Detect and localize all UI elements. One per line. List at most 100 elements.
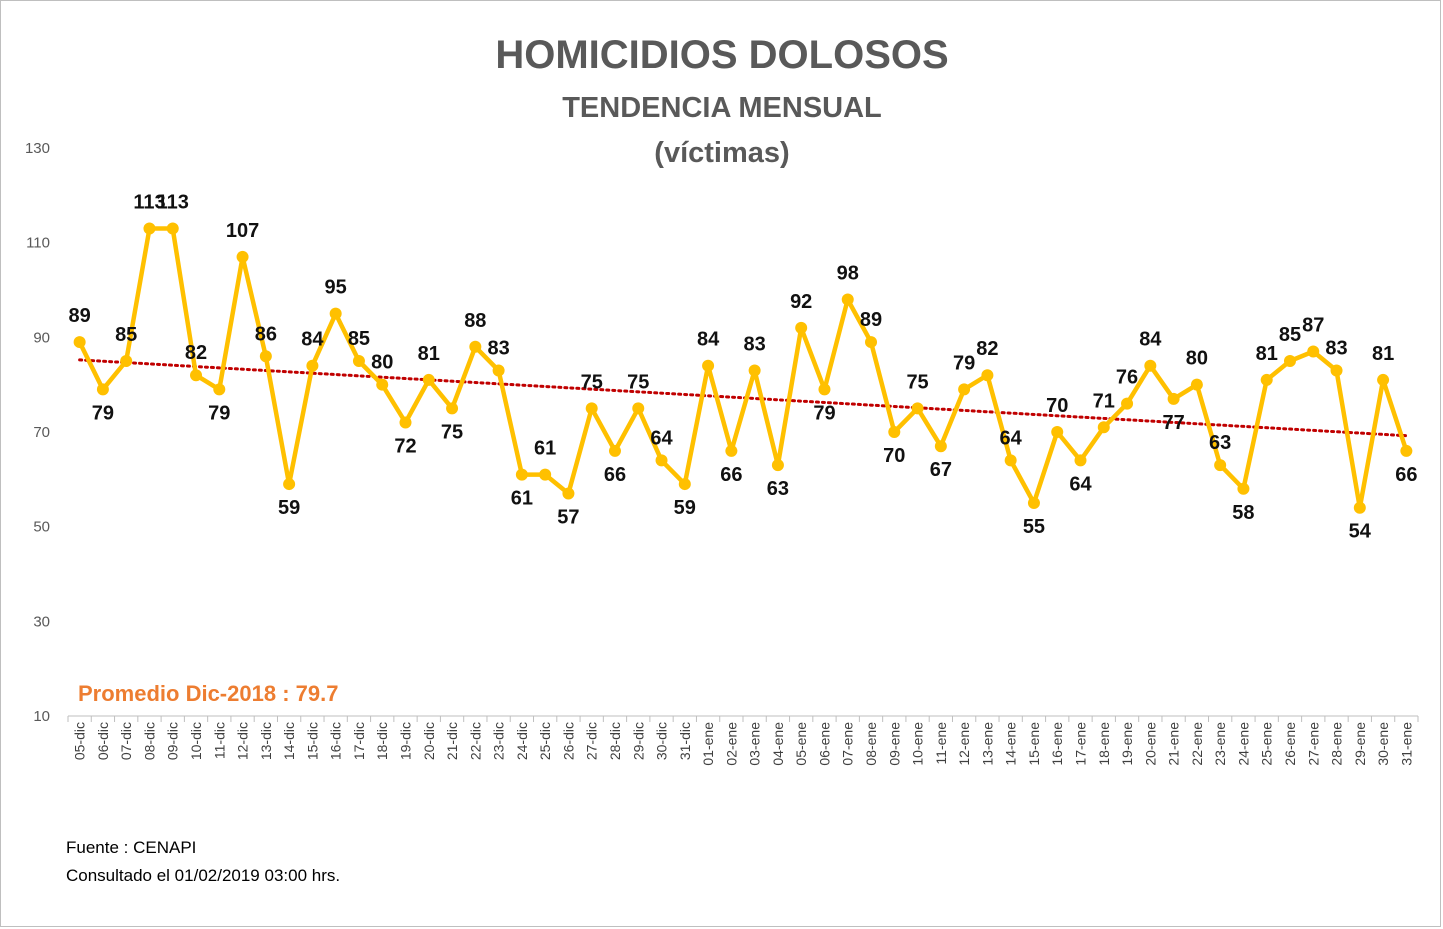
trendline-path <box>78 358 1408 438</box>
x-tick-label: 12-dic <box>235 722 251 760</box>
x-tick-label: 22-ene <box>1189 722 1205 766</box>
data-label: 89 <box>860 309 882 331</box>
y-axis: 10 30 50 70 90 110 130 <box>25 140 50 725</box>
x-tick-label: 18-dic <box>374 722 390 760</box>
data-label: 84 <box>301 329 324 351</box>
data-point <box>329 307 342 320</box>
x-tick-label: 08-dic <box>141 722 157 760</box>
x-tick-label: 01-ene <box>700 722 716 766</box>
data-label: 55 <box>1023 516 1045 538</box>
x-tick-label: 16-ene <box>1049 722 1065 766</box>
data-label: 113 <box>157 191 189 213</box>
data-point <box>1051 426 1064 438</box>
x-tick-label: 13-dic <box>258 722 274 760</box>
series-line <box>73 222 1413 514</box>
x-tick-label: 09-ene <box>886 722 902 766</box>
data-point <box>678 478 691 491</box>
data-label: 80 <box>371 352 393 374</box>
data-point <box>259 350 272 363</box>
data-point <box>958 383 971 396</box>
data-point <box>1004 454 1017 467</box>
data-label: 88 <box>464 310 486 332</box>
data-point <box>1260 373 1273 386</box>
x-tick-label: 10-dic <box>188 722 204 760</box>
data-label: 87 <box>1302 315 1324 337</box>
data-point <box>934 440 947 453</box>
x-tick-label: 06-dic <box>95 722 111 760</box>
data-point <box>120 355 133 367</box>
x-tick-label: 30-ene <box>1375 722 1391 766</box>
y-tick-label: 30 <box>33 613 50 630</box>
data-point <box>492 364 505 377</box>
chart-subtitle-units: (víctimas) <box>654 137 789 169</box>
data-point <box>1237 482 1250 495</box>
x-tick-label: 19-dic <box>398 722 414 760</box>
data-label: 84 <box>1139 329 1162 351</box>
data-label: 70 <box>883 445 905 467</box>
data-point <box>608 444 621 457</box>
data-label: 82 <box>976 338 998 360</box>
x-tick-label: 11-dic <box>211 722 227 759</box>
data-label: 113 <box>133 191 165 213</box>
data-point <box>865 336 878 349</box>
data-point <box>399 416 412 429</box>
data-label: 85 <box>115 324 137 346</box>
data-label: 76 <box>1116 367 1138 389</box>
x-tick-label: 20-dic <box>421 722 437 760</box>
data-point <box>96 383 109 396</box>
x-tick-label: 22-dic <box>467 722 483 760</box>
x-tick-label: 15-ene <box>1026 722 1042 766</box>
x-tick-label: 17-dic <box>351 722 367 760</box>
y-tick-label: 110 <box>26 235 50 252</box>
data-label: 63 <box>767 478 789 500</box>
data-label: 61 <box>511 488 533 510</box>
data-label: 64 <box>650 427 673 449</box>
data-point <box>143 222 156 235</box>
data-point <box>585 402 598 415</box>
x-tick-label: 05-dic <box>72 722 88 760</box>
data-label: 79 <box>953 352 975 374</box>
x-tick-label: 23-ene <box>1212 722 1228 766</box>
chart-subtitle: TENDENCIA MENSUAL <box>562 92 882 124</box>
x-tick-label: 27-ene <box>1305 722 1321 766</box>
data-point <box>911 402 924 415</box>
data-label: 75 <box>906 371 928 393</box>
data-label: 81 <box>1372 343 1394 365</box>
x-tick-label: 14-dic <box>281 722 297 760</box>
data-point <box>771 459 784 472</box>
data-label: 85 <box>1279 324 1301 346</box>
x-tick-label: 21-ene <box>1166 722 1182 766</box>
data-label: 61 <box>534 438 556 460</box>
data-label: 98 <box>837 262 859 284</box>
data-label: 83 <box>1325 337 1347 359</box>
x-tick-label: 05-ene <box>793 722 809 766</box>
data-point <box>1377 373 1390 386</box>
data-label: 66 <box>604 464 626 486</box>
data-label: 86 <box>255 323 277 345</box>
data-label: 82 <box>185 342 207 364</box>
average-annotation: Promedio Dic-2018 : 79.7 <box>78 681 338 706</box>
data-label: 72 <box>394 436 416 458</box>
data-point <box>702 359 715 372</box>
source-note: Fuente : CENAPI <box>66 838 197 857</box>
x-axis: 05-dic 06-dic 07-dic 08-dic 09-dic 10-dic 11-d… <box>67 715 1419 766</box>
data-point <box>655 454 668 467</box>
data-label: 85 <box>348 328 370 350</box>
data-point <box>539 468 552 481</box>
data-label: 66 <box>720 464 742 486</box>
data-point <box>283 478 296 491</box>
data-point <box>1167 392 1180 405</box>
y-tick-label: 130 <box>25 140 50 157</box>
data-label: 89 <box>69 305 91 327</box>
x-tick-label: 04-ene <box>770 722 786 766</box>
data-label: 59 <box>674 497 696 519</box>
data-point <box>841 293 854 306</box>
data-point <box>1400 444 1413 457</box>
data-label: 75 <box>581 371 603 393</box>
x-tick-label: 03-ene <box>747 722 763 766</box>
data-label: 64 <box>1069 473 1092 495</box>
data-point <box>213 383 226 396</box>
data-point <box>1330 364 1343 377</box>
data-point <box>1027 497 1040 509</box>
data-point <box>422 373 435 386</box>
